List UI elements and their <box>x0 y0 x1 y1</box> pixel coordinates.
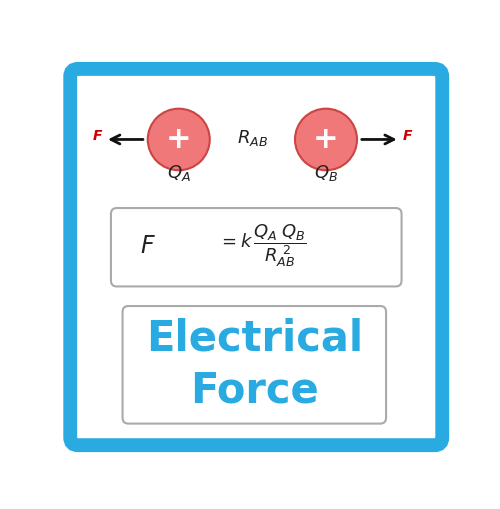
Text: +: + <box>166 125 192 154</box>
Text: $Q_B$: $Q_B$ <box>314 163 338 183</box>
Ellipse shape <box>148 108 210 171</box>
FancyBboxPatch shape <box>122 306 386 423</box>
Text: $\mathit{F}$: $\mathit{F}$ <box>140 234 156 258</box>
Text: Electrical
Force: Electrical Force <box>146 318 363 412</box>
Text: +: + <box>313 125 339 154</box>
FancyBboxPatch shape <box>70 69 442 445</box>
FancyBboxPatch shape <box>111 208 402 287</box>
Text: $R_{AB}$: $R_{AB}$ <box>237 128 268 148</box>
Ellipse shape <box>295 108 357 171</box>
Text: $= k\,\dfrac{Q_A \; Q_B}{R_{AB}^{\ 2}}$: $= k\,\dfrac{Q_A \; Q_B}{R_{AB}^{\ 2}}$ <box>218 222 306 269</box>
Text: F: F <box>402 129 412 144</box>
Text: F: F <box>92 129 102 144</box>
Text: $Q_A$: $Q_A$ <box>167 163 190 183</box>
